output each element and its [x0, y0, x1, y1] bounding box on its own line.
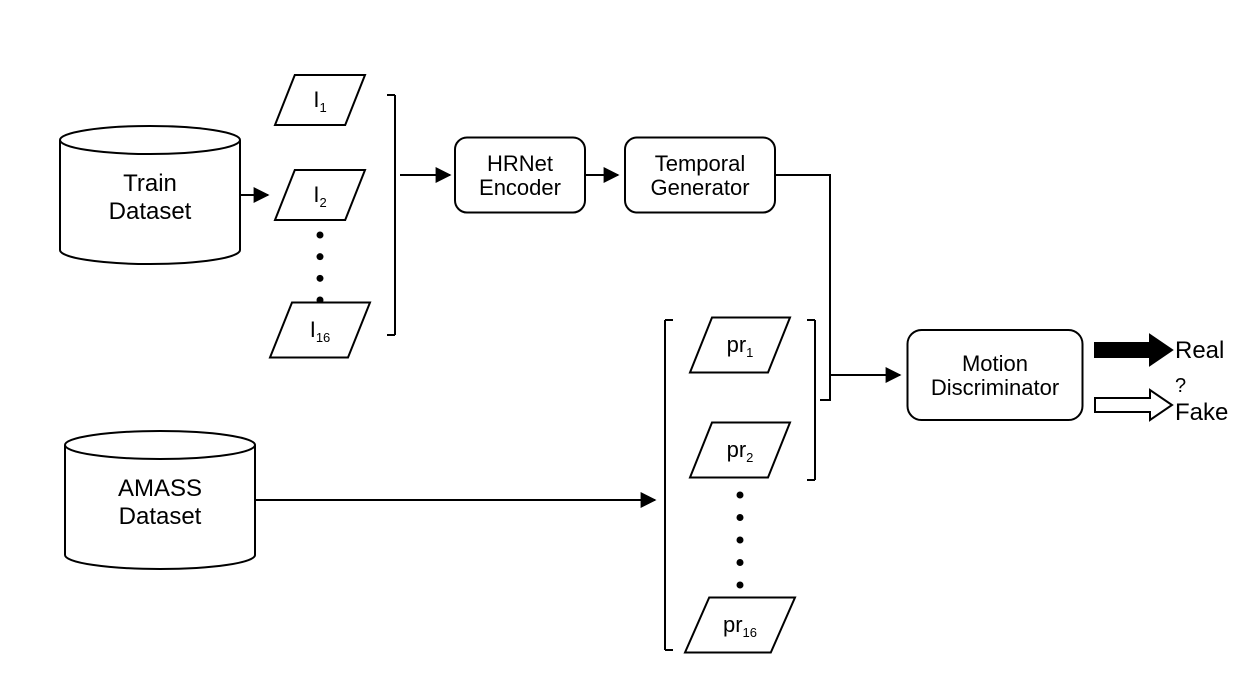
label: Dataset	[119, 503, 202, 530]
question-mark: ?	[1175, 375, 1186, 397]
bracket-pr-right	[807, 320, 815, 480]
bracket-I-right	[387, 95, 395, 335]
label: Generator	[650, 175, 749, 200]
line-pr-to-merge	[820, 375, 830, 400]
bracket-pr-left	[665, 320, 673, 650]
label: Temporal	[655, 151, 745, 176]
frame-I-2: I2	[275, 170, 365, 220]
label: Discriminator	[931, 375, 1059, 400]
label: HRNet	[487, 151, 553, 176]
frame-I-16: I16	[270, 303, 370, 358]
output-label: Real	[1175, 337, 1224, 364]
train-dataset: TrainDataset	[60, 126, 240, 264]
label: Train	[123, 170, 177, 197]
label: Motion	[962, 351, 1028, 376]
hrnet-encoder: HRNetEncoder	[455, 138, 585, 213]
amass-dataset: AMASSDataset	[65, 431, 255, 569]
frame-I-1: I1	[275, 75, 365, 125]
motion-discriminator: MotionDiscriminator	[908, 330, 1083, 420]
pose-pr-1: pr1	[690, 318, 790, 373]
temporal-generator: TemporalGenerator	[625, 138, 775, 213]
line-temporal-to-merge	[775, 175, 830, 375]
output-label: Fake	[1175, 399, 1228, 426]
label: Dataset	[109, 198, 192, 225]
label: AMASS	[118, 475, 202, 502]
pose-pr-2: pr2	[690, 423, 790, 478]
dots-I	[317, 232, 324, 304]
dots-pr	[737, 492, 744, 589]
pose-pr-16: pr16	[685, 598, 795, 653]
label: Encoder	[479, 175, 561, 200]
output-real: Real	[1095, 335, 1224, 365]
output-fake: Fake?	[1095, 375, 1228, 426]
